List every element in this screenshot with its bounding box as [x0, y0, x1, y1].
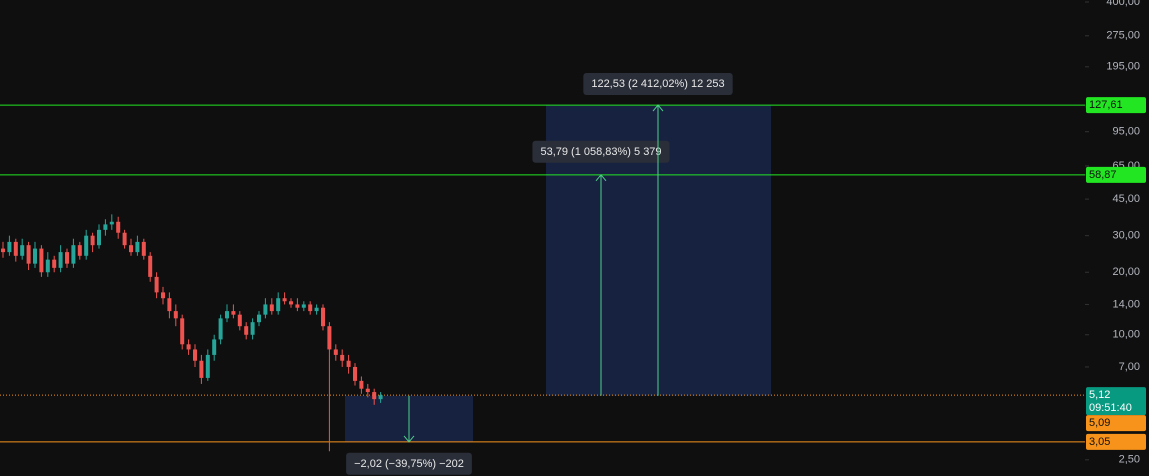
candle-body: [148, 255, 153, 277]
price-label: 3,05: [1089, 436, 1110, 448]
y-tick-label: 45,00: [1112, 193, 1140, 205]
candle-body: [180, 318, 185, 345]
candle-body: [327, 326, 332, 350]
candle-body: [116, 221, 121, 233]
price-label-box: [1086, 433, 1146, 450]
price-label: 5,09: [1089, 417, 1110, 429]
candle-body: [231, 311, 236, 315]
candle-body: [282, 298, 287, 302]
label-box: [583, 72, 733, 95]
price-label-box: [1086, 97, 1146, 114]
candle-body: [365, 388, 370, 393]
price-label-box: [1086, 415, 1146, 432]
candle-body: [20, 245, 25, 256]
candle-body: [346, 360, 351, 367]
candle-body: [225, 311, 229, 319]
candle-body: [314, 307, 319, 312]
candle-body: [1, 248, 5, 253]
candle-body: [289, 301, 293, 305]
candle-body: [212, 339, 217, 355]
candle-body: [90, 235, 95, 246]
candle-body: [84, 235, 89, 256]
y-tick-label: 275,00: [1106, 30, 1140, 42]
candle-body: [263, 304, 268, 315]
candle-body: [173, 311, 178, 319]
candle-body: [193, 349, 197, 361]
candle-body: [141, 241, 146, 256]
candle-body: [58, 252, 63, 268]
candle-body: [257, 314, 261, 323]
y-tick-label: 95,00: [1112, 126, 1140, 138]
price-label: 58,87: [1089, 169, 1117, 181]
candle-body: [13, 241, 18, 256]
candle-body: [65, 252, 69, 264]
candle-body: [359, 380, 364, 389]
measure-text: 122,53 (2 412,02%) 12 253: [591, 78, 724, 90]
candle-body: [26, 245, 31, 264]
candle-body: [129, 245, 133, 253]
candle-body: [269, 304, 274, 312]
label-box: [346, 452, 472, 475]
measure-text: 53,79 (1 058,83%) 5 379: [540, 146, 661, 158]
y-tick-label: 20,00: [1112, 266, 1140, 278]
price-label: 127,61: [1089, 99, 1123, 111]
measure-text: −2,02 (−39,75%) −202: [354, 458, 464, 470]
candle-body: [167, 298, 172, 312]
candle-body: [161, 292, 165, 299]
candle-body: [109, 221, 114, 225]
y-tick-label: 2,50: [1119, 454, 1140, 466]
candle-body: [186, 344, 191, 350]
price-label-box: [1086, 166, 1146, 183]
candle-body: [52, 259, 57, 268]
y-tick-label: 10,00: [1112, 329, 1140, 341]
candle-body: [122, 232, 127, 246]
measure-label: 53,79 (1 058,83%) 5 379: [532, 140, 670, 163]
candle-body: [340, 354, 345, 361]
label-box: [532, 140, 670, 163]
candle-body: [301, 304, 306, 308]
candle-body: [45, 259, 50, 273]
price-label-box: [1086, 387, 1146, 416]
candle-body: [218, 318, 223, 340]
y-tick-label: 400,00: [1106, 0, 1140, 8]
candle-body: [103, 224, 108, 230]
candle-body: [205, 354, 210, 378]
measure-label: 122,53 (2 412,02%) 12 253: [583, 72, 733, 95]
candle-body: [199, 360, 204, 378]
candle-body: [250, 322, 255, 335]
candle-body: [372, 392, 377, 400]
candle-body: [244, 326, 249, 335]
arrow-head: [595, 174, 607, 182]
candle-body: [321, 307, 325, 327]
y-tick-label: 7,00: [1119, 361, 1140, 373]
candle-body: [333, 349, 338, 355]
candle-body: [378, 395, 383, 400]
measure-label: −2,02 (−39,75%) −202: [346, 452, 472, 475]
countdown: 09:51:40: [1089, 402, 1132, 414]
candle-body: [276, 298, 281, 312]
candle-body: [135, 241, 140, 253]
candle-body: [33, 248, 37, 264]
candle-body: [308, 304, 313, 312]
candle-body: [154, 276, 159, 293]
candle-body: [97, 229, 101, 246]
y-tick-label: 30,00: [1112, 230, 1140, 242]
candle-body: [7, 241, 12, 253]
candle-body: [71, 245, 76, 264]
price-label: 5,12: [1089, 389, 1110, 401]
candle-body: [237, 314, 242, 327]
arrow-head: [403, 435, 415, 443]
candle-body: [295, 304, 300, 308]
y-tick-label: 14,00: [1112, 298, 1140, 310]
arrow-head: [652, 104, 664, 112]
candle-body: [39, 248, 44, 273]
candle-body: [77, 245, 82, 256]
y-tick-label: 195,00: [1106, 61, 1140, 73]
candle-body: [353, 366, 357, 381]
